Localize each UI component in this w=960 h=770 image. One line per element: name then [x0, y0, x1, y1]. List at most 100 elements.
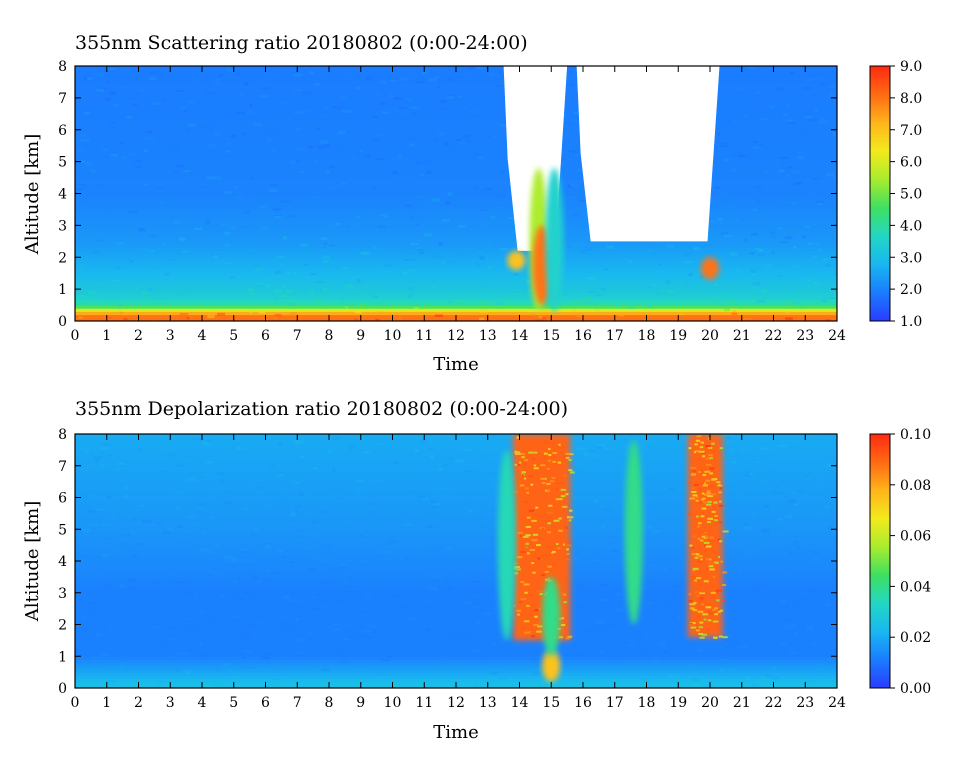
- profile-band: [75, 238, 837, 242]
- profile-band: [75, 614, 837, 619]
- x-tick-label: 18: [638, 695, 656, 711]
- profile-band: [75, 266, 837, 271]
- x-tick-label: 3: [166, 695, 175, 711]
- profile-band: [75, 228, 837, 233]
- x-tick-label: 21: [733, 328, 751, 344]
- profile-band: [75, 618, 837, 622]
- profile-band: [75, 126, 837, 131]
- profile-band: [75, 113, 837, 118]
- profile-band: [75, 110, 837, 115]
- profile-band: [75, 472, 837, 476]
- x-tick-label: 10: [384, 328, 402, 344]
- x-tick-label: 24: [828, 328, 846, 344]
- profile-band: [75, 168, 837, 172]
- profile-band: [75, 637, 837, 641]
- x-tick-label: 1: [102, 328, 111, 344]
- colorbar-tick-label: 9.0: [900, 59, 922, 75]
- profile-band: [75, 551, 837, 556]
- profile-band: [75, 586, 837, 591]
- profile-band: [75, 282, 837, 287]
- profile-band: [75, 152, 837, 156]
- profile-band: [75, 513, 837, 518]
- colorbar: 0.00 0.02 0.04 0.06 0.08 0.10: [869, 427, 931, 697]
- cloud-feature: [545, 168, 564, 312]
- profile-band: [75, 484, 837, 489]
- profile-band: [75, 440, 837, 445]
- x-tick-label: 3: [166, 328, 175, 344]
- profile-band: [75, 535, 837, 540]
- profile-band: [75, 621, 837, 625]
- chart-title: 355nm Depolarization ratio 20180802 (0:0…: [75, 398, 568, 420]
- profile-band: [75, 453, 837, 457]
- profile-band: [75, 234, 837, 239]
- x-tick-label: 8: [325, 328, 334, 344]
- y-axis-label: Altitude [km]: [22, 134, 43, 256]
- profile-band: [75, 500, 837, 505]
- profile-band: [75, 516, 837, 521]
- x-tick-label: 7: [293, 328, 302, 344]
- profile-band: [75, 653, 837, 657]
- profile-band: [75, 475, 837, 479]
- profile-band: [75, 104, 837, 108]
- profile-band: [75, 72, 837, 77]
- profile-band: [75, 117, 837, 121]
- profile-band: [75, 129, 837, 134]
- profile-band: [75, 611, 837, 616]
- cloud-feature: [687, 434, 723, 638]
- y-tick-label: 0: [58, 314, 67, 330]
- x-tick-label: 23: [796, 328, 814, 344]
- profile-band: [75, 507, 837, 511]
- profile-band: [75, 538, 837, 543]
- y-tick-label: 5: [58, 155, 67, 171]
- cloud-feature: [542, 649, 561, 682]
- profile-band: [75, 305, 837, 309]
- profile-band: [75, 257, 837, 261]
- x-tick-label: 12: [447, 695, 465, 711]
- x-axis-label: Time: [433, 722, 478, 743]
- profile-band: [75, 225, 837, 230]
- profile-band: [75, 206, 837, 210]
- colorbar-tick-label: 0.02: [900, 630, 931, 646]
- profile-band: [75, 183, 837, 188]
- profile-band: [75, 196, 837, 201]
- profile-band: [75, 231, 837, 236]
- colorbar-tick-label: 0.06: [900, 529, 931, 545]
- y-tick-label: 7: [58, 459, 67, 475]
- profile-band: [75, 640, 837, 645]
- heatmap-area: [75, 66, 837, 321]
- y-tick-label: 3: [58, 586, 67, 602]
- cloud-feature: [701, 257, 719, 280]
- colorbar-gradient: [869, 433, 891, 689]
- y-tick-label: 2: [58, 250, 67, 266]
- profile-band: [75, 541, 837, 546]
- profile-band: [75, 526, 837, 530]
- profile-band: [75, 279, 837, 284]
- profile-band: [75, 219, 837, 223]
- x-tick-label: 17: [606, 695, 624, 711]
- profile-band: [75, 646, 837, 651]
- colorbar-tick-label: 7.0: [900, 123, 922, 139]
- profile-band: [75, 215, 837, 220]
- x-tick-label: 20: [701, 695, 719, 711]
- heatmap-area: [75, 434, 837, 688]
- x-tick-label: 24: [828, 695, 846, 711]
- profile-band: [75, 608, 837, 613]
- profile-band: [75, 311, 837, 316]
- profile-band: [75, 101, 837, 105]
- profile-band: [75, 643, 837, 648]
- profile-band: [75, 88, 837, 92]
- y-tick-label: 1: [58, 649, 67, 665]
- cloud-feature: [542, 576, 561, 657]
- x-tick-label: 13: [479, 328, 497, 344]
- profile-band: [75, 465, 837, 470]
- x-tick-label: 14: [511, 695, 529, 711]
- profile-band: [75, 136, 837, 140]
- profile-band: [75, 85, 837, 89]
- profile-band: [75, 627, 837, 632]
- profile-band: [75, 481, 837, 486]
- profile-band: [75, 567, 837, 572]
- profile-band: [75, 529, 837, 533]
- y-tick-label: 4: [58, 187, 67, 203]
- profile-band: [75, 462, 837, 467]
